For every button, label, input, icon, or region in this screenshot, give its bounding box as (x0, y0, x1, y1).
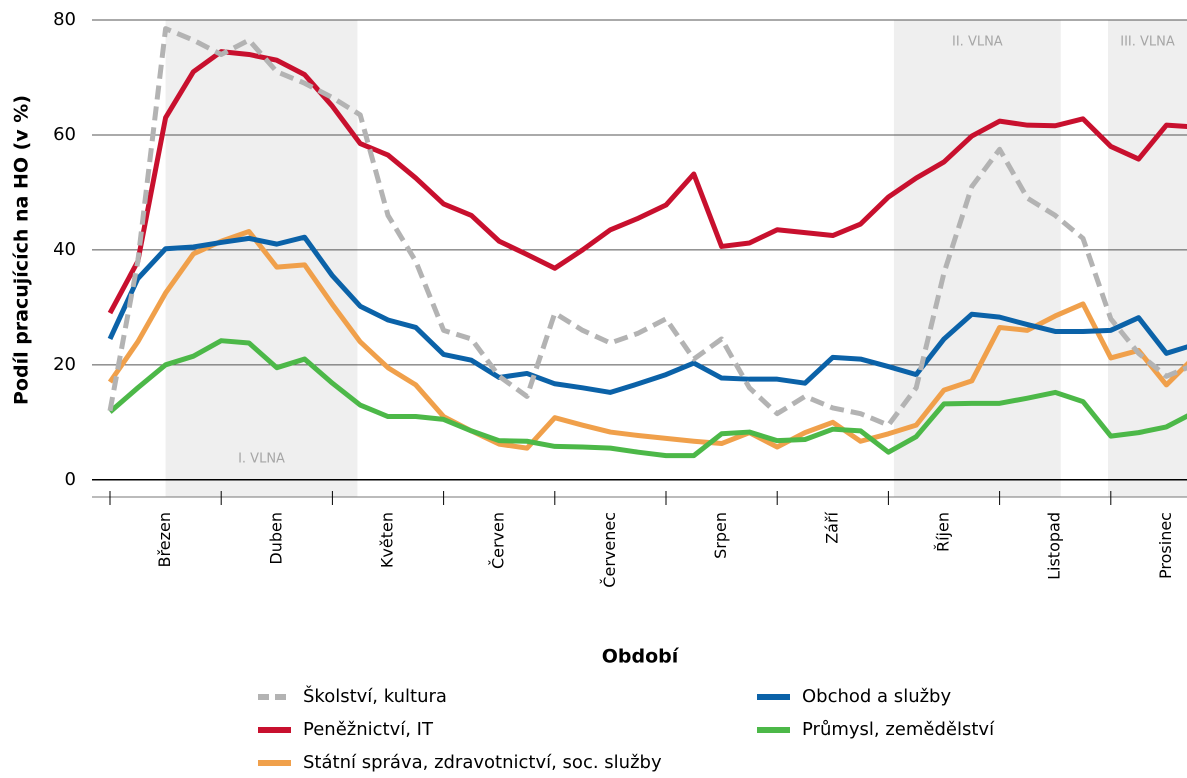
x-tick-label: Duben (266, 512, 285, 565)
x-tick-label: Září (822, 511, 841, 543)
x-axis-title: Období (602, 646, 680, 668)
wave-band (165, 20, 358, 497)
wave-label: II. VLNA (952, 35, 1003, 50)
x-tick-label: Říjen (934, 512, 953, 552)
y-axis-title: Podíl pracujících na HO (v %) (11, 95, 33, 405)
wave-label: I. VLNA (238, 452, 285, 467)
y-tick-label: 0 (65, 469, 76, 490)
legend-label: Průmysl, zemědělství (802, 719, 995, 740)
y-tick-label: 20 (53, 354, 76, 375)
x-tick-label: Březen (155, 512, 174, 567)
legend-label: Školství, kultura (303, 685, 447, 707)
series-line (107, 49, 1187, 315)
series-line (108, 338, 1187, 459)
grid (92, 19, 1187, 481)
wave-band (1108, 20, 1187, 497)
series-line (107, 26, 1187, 428)
wave-label: III. VLNA (1120, 35, 1175, 50)
x-tick-label: Červenec (600, 512, 619, 588)
y-tick-label: 40 (53, 239, 76, 260)
series-line (107, 234, 1187, 395)
axes: 0 20 40 60 80 Březen Duben Květen Červen Červenec… (53, 9, 1187, 588)
y-tick-label: 60 (53, 124, 76, 145)
legend-label: Státní správa, zdravotnictví, soc. služb… (303, 752, 662, 773)
legend: Školství, kultura Obchod a služby Peněžnic… (258, 685, 995, 773)
x-tick-label: Květen (378, 512, 397, 568)
y-tick-label: 80 (53, 9, 76, 30)
x-tick-label: Červen (489, 512, 508, 569)
x-tick-label: Prosinec (1156, 512, 1175, 579)
series-line (107, 228, 1187, 451)
legend-label: Obchod a služby (802, 686, 951, 707)
x-tick-label: Srpen (711, 512, 730, 559)
legend-label: Peněžnictví, IT (303, 719, 434, 740)
lines (107, 26, 1187, 459)
x-tick-label: Listopad (1045, 512, 1064, 580)
